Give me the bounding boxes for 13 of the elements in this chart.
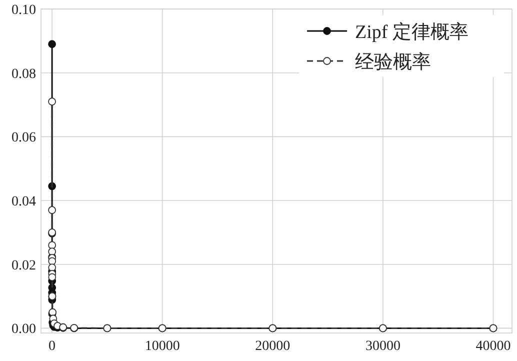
legend-label: Zipf 定律概率 <box>355 21 468 43</box>
y-tick-label: 0.00 <box>12 322 36 338</box>
x-tick-label: 40000 <box>476 339 511 354</box>
x-tick-label: 20000 <box>255 339 290 354</box>
legend-label: 经验概率 <box>355 51 431 73</box>
y-tick-label: 0.04 <box>12 194 36 210</box>
x-tick-label: 30000 <box>365 339 400 354</box>
y-tick-label: 0.02 <box>12 258 36 274</box>
y-tick-label: 0.06 <box>12 130 36 146</box>
y-tick-label: 0.08 <box>12 66 36 82</box>
x-tick-label: 0 <box>48 339 56 354</box>
x-tick-label: 10000 <box>144 339 180 354</box>
y-tick-label: 0.10 <box>12 3 36 18</box>
